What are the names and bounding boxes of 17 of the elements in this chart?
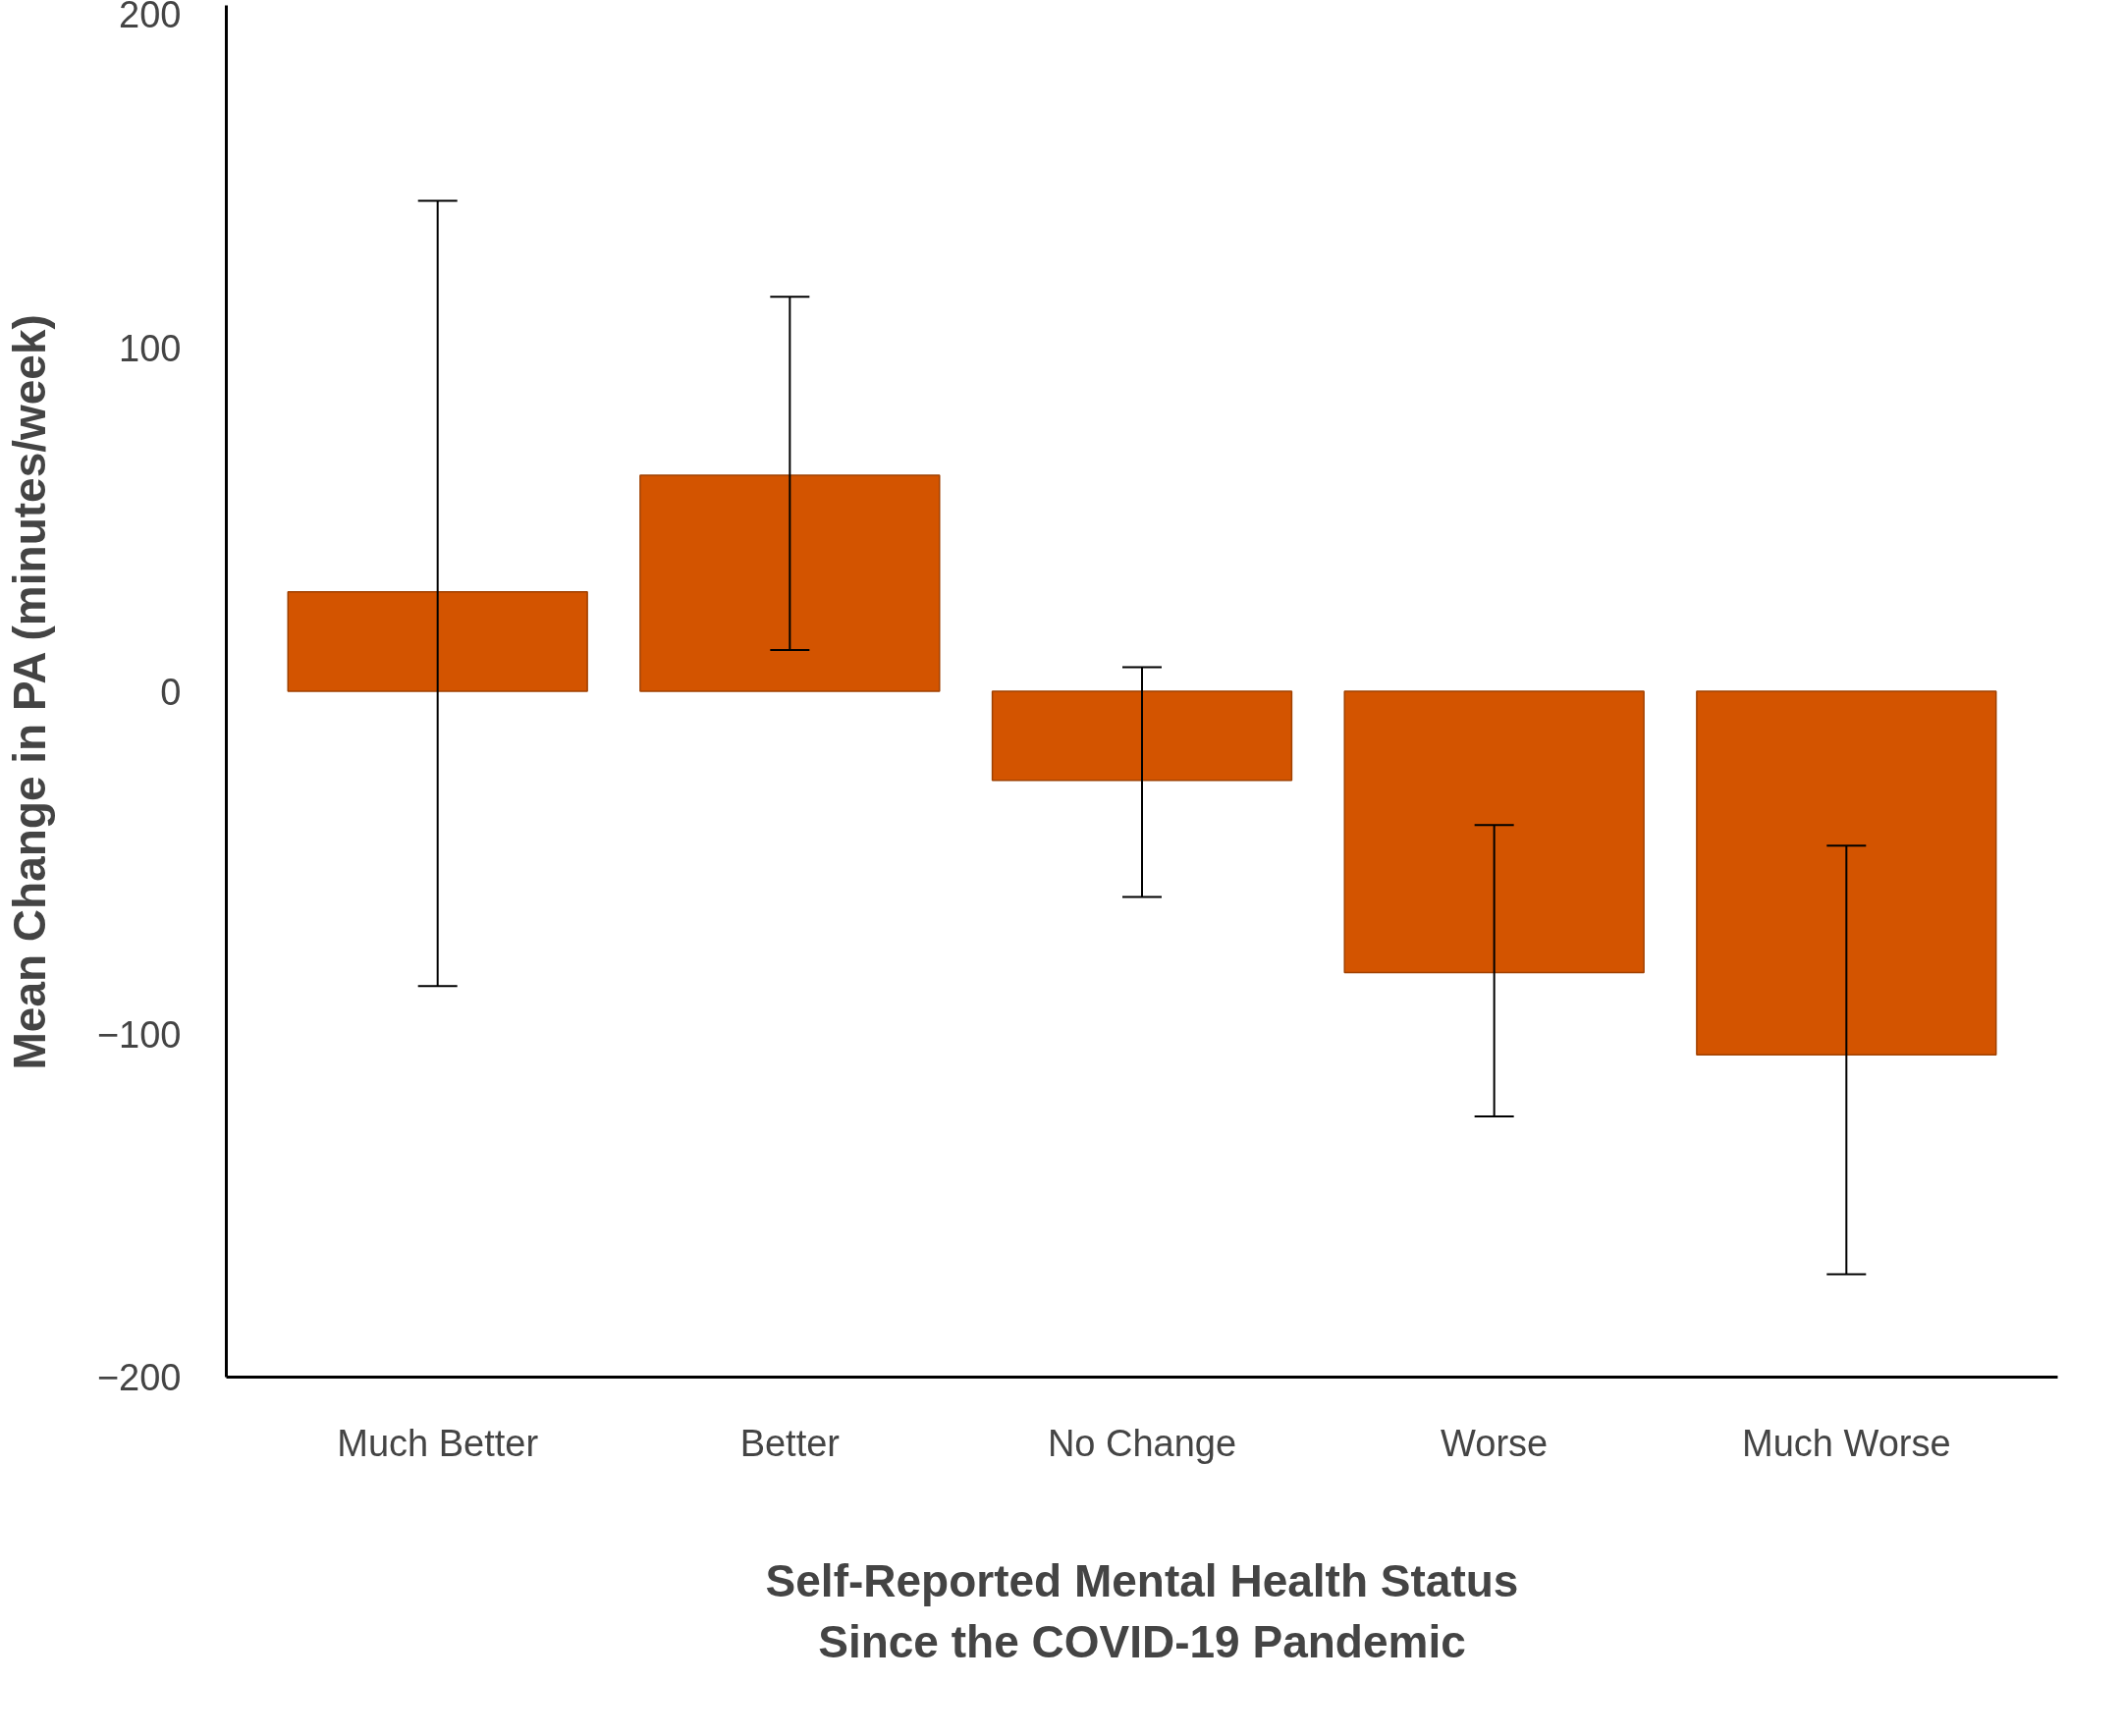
y-tick-label: −200: [96, 1357, 182, 1398]
bar: [639, 474, 941, 692]
x-tick-label: Much Better: [337, 1422, 539, 1464]
x-tick-label: Much Worse: [1742, 1422, 1951, 1464]
y-tick-label: 100: [119, 328, 182, 370]
y-axis-title: Mean Change in PA (minutes/week): [3, 314, 55, 1070]
bar: [1696, 690, 1997, 1056]
x-tick-label: Worse: [1441, 1422, 1549, 1464]
x-tick-label: Better: [739, 1422, 841, 1464]
bar: [1343, 690, 1645, 974]
bar: [991, 690, 1293, 782]
x-tick-label: No Change: [1047, 1422, 1237, 1464]
y-tick-label: −100: [96, 1013, 182, 1056]
y-tick-label: 0: [160, 671, 182, 713]
y-tick-label: 200: [119, 0, 182, 35]
bar: [287, 590, 588, 692]
x-axis-title: Self-Reported Mental Health Status Since the COVID-19 Pandemic: [765, 1554, 1519, 1667]
